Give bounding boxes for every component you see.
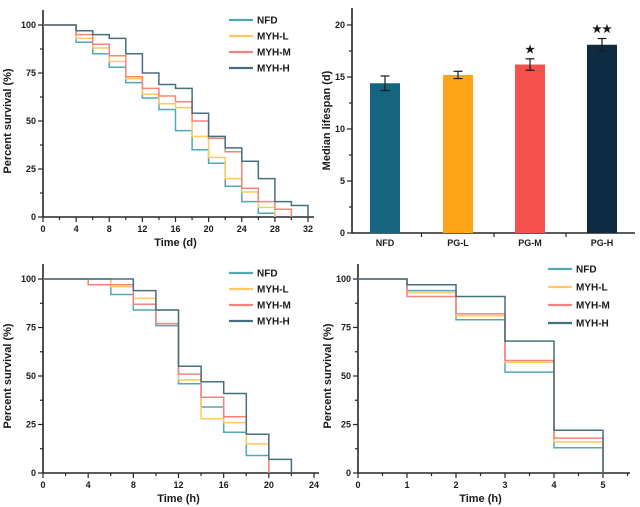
x-tick-label: 1 (404, 480, 409, 490)
series-line-MYH-M (358, 278, 604, 473)
x-tick-label: 8 (131, 480, 136, 490)
y-axis-title: Percent survival (%) (2, 323, 14, 428)
y-tick-label: 75 (26, 68, 36, 78)
x-tick-label: 32 (303, 224, 313, 234)
bar-PG-H (587, 44, 617, 234)
x-tick-label: 8 (107, 224, 112, 234)
x-tick-label: 20 (264, 480, 274, 490)
y-tick-label: 20 (335, 20, 345, 30)
legend-label-MYH-H: MYH-H (257, 317, 290, 328)
x-tick-label: 12 (137, 224, 147, 234)
y-tick-label: 0 (31, 212, 36, 222)
bar-NFD (370, 83, 400, 234)
category-label-PG-H: PG-H (591, 238, 614, 248)
y-tick-label: 5 (340, 176, 345, 186)
y-tick-label: 25 (26, 164, 36, 174)
x-tick-label: 24 (237, 224, 247, 234)
y-axis-title: Percent survival (%) (2, 68, 14, 173)
legend-label-NFD: NFD (257, 269, 278, 280)
x-axis-title: Time (d) (154, 237, 197, 249)
y-tick-label: 10 (335, 124, 345, 134)
legend-label-NFD: NFD (257, 16, 278, 27)
series-line-MYH-H (43, 278, 293, 473)
legend-label-MYH-L: MYH-L (576, 283, 608, 294)
x-tick-label: 12 (173, 480, 183, 490)
x-tick-label: 4 (551, 480, 556, 490)
series-line-MYH-H (358, 278, 604, 473)
x-axis-title: Time (h) (157, 493, 200, 505)
y-tick-label: 50 (341, 371, 351, 381)
x-tick-label: 24 (309, 480, 319, 490)
x-tick-label: 2 (453, 480, 458, 490)
y-tick-label: 50 (26, 116, 36, 126)
x-tick-label: 16 (219, 480, 229, 490)
x-tick-label: 16 (170, 224, 180, 234)
y-tick-label: 15 (335, 72, 345, 82)
y-tick-label: 75 (341, 323, 351, 333)
y-tick-label: 100 (21, 20, 36, 30)
x-tick-label: 28 (270, 224, 280, 234)
y-tick-label: 100 (336, 274, 351, 284)
x-tick-label: 0 (40, 224, 45, 234)
legend-label-MYH-M: MYH-M (257, 301, 291, 312)
significance-label-PG-M: ★ (525, 44, 535, 56)
bar-PG-M (515, 64, 545, 234)
legend-label-NFD: NFD (576, 265, 597, 276)
category-label-NFD: NFD (376, 238, 395, 248)
x-tick-label: 5 (600, 480, 605, 490)
y-tick-label: 25 (341, 420, 351, 430)
category-label-PG-M: PG-M (518, 238, 542, 248)
survival-hours-chart-1: 0 25 50 75 100 0 4 8 12 16 20 24 NFD MYH-L MYH-M MYH-H T… (2, 264, 319, 505)
series-line-NFD (358, 278, 604, 473)
legend-label-MYH-L: MYH-L (257, 32, 289, 43)
x-tick-label: 4 (86, 480, 91, 490)
survival-days-chart: 0 25 50 75 100 0 4 8 12 16 20 24 28 32 NFD MYH-L MYH-M MY… (2, 10, 314, 249)
series-line-NFD (43, 24, 276, 217)
legend-label-MYH-L: MYH-L (257, 285, 289, 296)
y-tick-label: 25 (26, 420, 36, 430)
x-tick-label: 3 (502, 480, 507, 490)
series-line-MYH-L (43, 24, 276, 217)
y-tick-label: 50 (26, 371, 36, 381)
y-tick-label: 100 (21, 274, 36, 284)
y-tick-label: 0 (340, 228, 345, 238)
panel-survival-hours-1: 0 25 50 75 100 0 4 8 12 16 20 24 NFD MYH-L MYH-M MYH-H T… (0, 254, 320, 507)
panel-median-lifespan: 0 5 10 15 20 NFD PG-L ★ PG-M ★★ PG-H Median lifespa… (320, 0, 640, 254)
legend-label-MYH-M: MYH-M (576, 301, 610, 312)
x-axis-title: Time (h) (459, 493, 502, 505)
series-line-MYH-M (43, 24, 293, 217)
y-tick-label: 75 (26, 323, 36, 333)
legend-label-MYH-H: MYH-H (257, 64, 290, 75)
survival-hours-chart-2: 0 25 50 75 100 0 1 2 3 4 5 NFD MYH-L MYH-M MYH-H Time (… (322, 264, 630, 505)
y-tick-label: 0 (346, 468, 351, 478)
series-line-MYH-H (43, 24, 309, 217)
y-axis-title: Median lifespan (d) (321, 70, 333, 170)
x-tick-label: 0 (40, 480, 45, 490)
median-lifespan-bar-chart: 0 5 10 15 20 NFD PG-L ★ PG-M ★★ PG-H Median lifespa… (321, 8, 635, 248)
y-axis-title: Percent survival (%) (322, 323, 334, 428)
bar-PG-L (443, 74, 473, 233)
x-tick-label: 4 (74, 224, 79, 234)
y-tick-label: 0 (31, 468, 36, 478)
significance-label-PG-H: ★★ (592, 24, 612, 36)
panel-survival-days: 0 25 50 75 100 0 4 8 12 16 20 24 28 32 NFD MYH-L MYH-M MY… (0, 0, 320, 254)
legend-label-MYH-M: MYH-M (257, 48, 291, 59)
x-tick-label: 0 (355, 480, 360, 490)
category-label-PG-L: PG-L (447, 238, 469, 248)
panel-survival-hours-2: 0 25 50 75 100 0 1 2 3 4 5 NFD MYH-L MYH-M MYH-H Time (… (320, 254, 640, 507)
series-line-MYH-L (358, 278, 604, 473)
x-tick-label: 20 (204, 224, 214, 234)
legend-label-MYH-H: MYH-H (576, 319, 609, 330)
